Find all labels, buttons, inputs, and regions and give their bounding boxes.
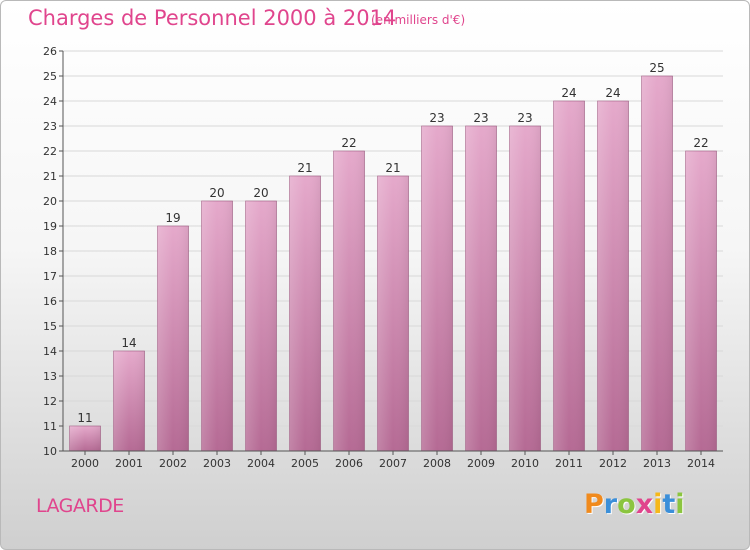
chart-subtitle: (en milliers d'€) <box>371 13 466 27</box>
y-tick-label: 17 <box>43 270 57 283</box>
x-tick-label: 2000 <box>71 457 99 470</box>
value-label-2011: 24 <box>561 86 576 100</box>
value-label-2003: 20 <box>209 186 224 200</box>
bar-shine-2002 <box>157 226 189 451</box>
bar-shine-2006 <box>333 151 365 451</box>
y-tick-label: 13 <box>43 370 57 383</box>
logo-letter: i <box>675 489 685 520</box>
bar-shine-2009 <box>465 126 497 451</box>
value-label-2010: 23 <box>517 111 532 125</box>
y-tick-label: 19 <box>43 220 57 233</box>
x-tick-label: 2011 <box>555 457 583 470</box>
value-label-2002: 19 <box>165 211 180 225</box>
x-tick-label: 2013 <box>643 457 671 470</box>
x-tick-label: 2004 <box>247 457 275 470</box>
y-tick-label: 26 <box>43 45 57 58</box>
x-tick-label: 2008 <box>423 457 451 470</box>
x-tick-label: 2002 <box>159 457 187 470</box>
bar-shine-2005 <box>289 176 321 451</box>
y-tick-label: 21 <box>43 170 57 183</box>
value-label-2004: 20 <box>253 186 268 200</box>
logo-letter: x <box>635 489 654 520</box>
proxiti-logo: Proxiti <box>584 489 685 520</box>
value-label-2001: 14 <box>121 336 136 350</box>
y-tick-label: 24 <box>43 95 57 108</box>
value-label-2005: 21 <box>297 161 312 175</box>
bar-shine-2000 <box>69 426 101 451</box>
value-label-2013: 25 <box>649 61 664 75</box>
value-label-2006: 22 <box>341 136 356 150</box>
value-label-2007: 21 <box>385 161 400 175</box>
y-tick-label: 20 <box>43 195 57 208</box>
y-tick-label: 22 <box>43 145 57 158</box>
bar-shine-2013 <box>641 76 673 451</box>
value-label-2014: 22 <box>693 136 708 150</box>
logo-letter: i <box>653 489 663 520</box>
y-tick-label: 23 <box>43 120 57 133</box>
y-tick-label: 18 <box>43 245 57 258</box>
y-tick-label: 15 <box>43 320 57 333</box>
logo-letter: P <box>584 489 604 520</box>
logo-letter: r <box>603 489 618 520</box>
x-tick-label: 2012 <box>599 457 627 470</box>
x-tick-label: 2005 <box>291 457 319 470</box>
bar-shine-2010 <box>509 126 541 451</box>
bar-shine-2007 <box>377 176 409 451</box>
value-label-2009: 23 <box>473 111 488 125</box>
y-tick-label: 16 <box>43 295 57 308</box>
commune-name: LAGARDE <box>36 495 124 517</box>
bar-shine-2003 <box>201 201 233 451</box>
bar-shine-2014 <box>685 151 717 451</box>
x-tick-label: 2007 <box>379 457 407 470</box>
y-tick-label: 25 <box>43 70 57 83</box>
bar-shine-2012 <box>597 101 629 451</box>
y-tick-label: 11 <box>43 420 57 433</box>
y-tick-label: 12 <box>43 395 57 408</box>
x-tick-label: 2003 <box>203 457 231 470</box>
x-tick-label: 2006 <box>335 457 363 470</box>
x-tick-label: 2014 <box>687 457 715 470</box>
axis-layer: 10 11 12 13 14 15 16 17 18 19 20 21 22 23 24 25 26 2000 20… <box>43 45 723 470</box>
x-tick-label: 2010 <box>511 457 539 470</box>
logo-letter: t <box>662 489 676 520</box>
value-label-2000: 11 <box>77 411 92 425</box>
x-tick-label: 2009 <box>467 457 495 470</box>
chart-title: Charges de Personnel 2000 à 2014 <box>28 6 397 30</box>
logo-letter: o <box>617 489 636 520</box>
value-label-2012: 24 <box>605 86 620 100</box>
y-tick-label: 14 <box>43 345 57 358</box>
bar-shine-2001 <box>113 351 145 451</box>
bar-shine-2008 <box>421 126 453 451</box>
bar-shine-2011 <box>553 101 585 451</box>
value-label-2008: 23 <box>429 111 444 125</box>
bar-layer: 11 14 19 20 20 21 22 21 23 23 23 24 24 25 22 <box>69 61 717 452</box>
bar-shine-2004 <box>245 201 277 451</box>
x-tick-label: 2001 <box>115 457 143 470</box>
y-tick-label: 10 <box>43 445 57 458</box>
